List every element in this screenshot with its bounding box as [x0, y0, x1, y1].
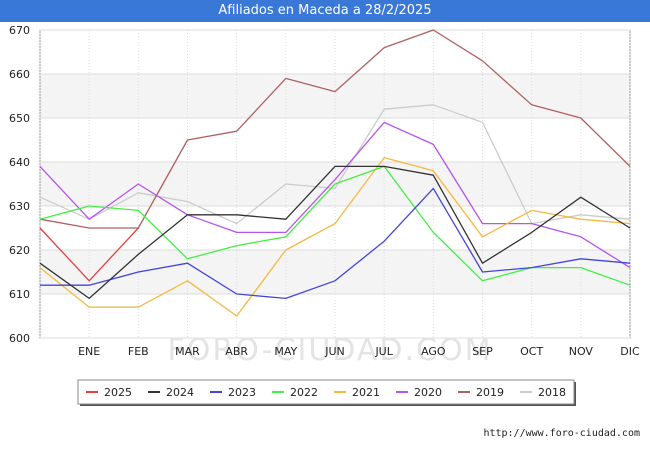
x-axis-ticks: ENE FEB MAR ABR MAY JUN JUL AGO SEP OCT NOV DIC: [78, 345, 640, 358]
legend-box: [77, 379, 575, 405]
legend: 2025 2024 2023 2022 2021 2020 2019 2018: [77, 379, 576, 406]
x-tick-label: SEP: [472, 345, 493, 358]
x-tick-label: MAY: [274, 345, 297, 358]
legend-label-2024: 2024: [166, 386, 194, 399]
legend-label-2021: 2021: [352, 386, 380, 399]
chart-title: Afiliados en Maceda a 28/2/2025: [0, 0, 650, 22]
x-tick-label: JUN: [324, 345, 345, 358]
y-tick-label: 630: [9, 200, 30, 213]
x-tick-label: MAR: [175, 345, 200, 358]
x-tick-label: ENE: [78, 345, 100, 358]
series-line-2023: [40, 187, 631, 300]
y-axis-ticks: 600 610 620 630 640 650 660 670: [9, 24, 30, 345]
series-line-2025: [39, 227, 139, 282]
legend-label-2023: 2023: [228, 386, 256, 399]
legend-label-2025: 2025: [104, 386, 132, 399]
y-tick-label: 640: [9, 156, 30, 169]
x-tick-label: DIC: [620, 345, 640, 358]
y-tick-label: 650: [9, 112, 30, 125]
plot-band: [40, 118, 630, 162]
x-tick-label: FEB: [128, 345, 149, 358]
x-tick-label: ABR: [225, 345, 248, 358]
x-tick-label: NOV: [569, 345, 594, 358]
x-tick-label: AGO: [421, 345, 446, 358]
series-line-2021: [39, 156, 631, 317]
legend-label-2019: 2019: [476, 386, 504, 399]
grid-lines: [39, 29, 631, 339]
series-line-2020: [39, 121, 631, 269]
legend-label-2022: 2022: [290, 386, 318, 399]
watermark: FORO-CIUDAD.COM: [168, 333, 493, 368]
legend-label-2020: 2020: [414, 386, 442, 399]
y-tick-label: 660: [9, 68, 30, 81]
x-tick-label: OCT: [520, 345, 543, 358]
y-tick-label: 620: [9, 244, 30, 257]
x-tick-label: JUL: [374, 345, 393, 358]
y-tick-label: 670: [9, 24, 30, 37]
series-line-2024: [39, 165, 631, 300]
series-lines: [39, 29, 631, 317]
legend-label-2018: 2018: [538, 386, 566, 399]
plot-band: [40, 250, 630, 294]
y-tick-label: 600: [9, 332, 30, 345]
source-url: http://www.foro-ciudad.com: [483, 428, 640, 439]
y-tick-label: 610: [9, 288, 30, 301]
